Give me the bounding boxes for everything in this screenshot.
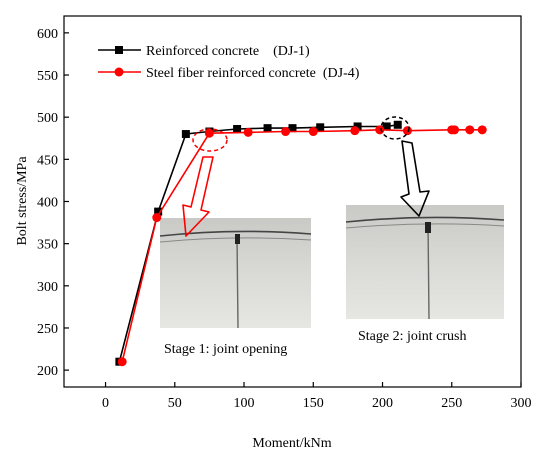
data-point [353,122,362,131]
series-0 [115,120,402,366]
data-point [465,125,475,135]
series-layer [115,120,487,367]
data-point [263,124,272,133]
y-tick-label: 200 [37,364,58,379]
stage2-arrow [400,140,430,217]
y-tick-label: 550 [37,69,58,84]
joint-opening-photo [159,218,312,329]
stage1-highlight-circle [192,128,228,152]
y-tick-label: 500 [37,111,58,126]
data-point [316,123,325,132]
data-point [154,207,163,216]
x-tick-label: 50 [168,396,182,411]
x-tick-label: 150 [303,396,324,411]
data-point [152,213,162,223]
data-point [450,125,460,135]
series-1 [117,125,487,367]
x-tick-label: 250 [441,396,462,411]
stage1-arrow [182,156,214,237]
x-axis-label: Moment/kNm [252,436,331,451]
data-point [308,127,318,137]
legend-label-dj4: Steel fiber reinforced concrete (DJ-4) [146,66,360,81]
data-point [375,125,385,135]
data-point [204,128,214,138]
y-tick-label: 400 [37,196,58,211]
data-point [288,124,297,133]
stage1-label: Stage 1: joint opening [164,342,287,357]
stage2-label: Stage 2: joint crush [358,329,467,344]
data-point [393,120,402,129]
data-point [402,126,412,136]
y-tick-label: 250 [37,322,58,337]
data-point [181,130,190,139]
data-point [243,127,253,137]
y-tick-label: 450 [37,153,58,168]
data-point [477,125,487,135]
x-tick-label: 300 [511,396,532,411]
y-tick-label: 600 [37,27,58,42]
x-tick-label: 100 [234,396,255,411]
x-tick-label: 0 [102,396,109,411]
legend-label-dj1: Reinforced concrete (DJ-1) [146,44,310,59]
joint-crush-photo [345,205,505,320]
data-point [281,127,291,137]
data-point [382,122,391,131]
legend: Reinforced concrete (DJ-1) Steel fiber r… [98,44,360,81]
data-point [350,126,360,136]
y-tick-label: 350 [37,238,58,253]
x-tick-label: 200 [372,396,393,411]
y-tick-label: 300 [37,280,58,295]
data-point [233,124,242,133]
legend-marker-circle [114,67,124,77]
axis-ticks: 0 50 100 150 200 250 300 200 250 300 350 400 450 500 5… [37,27,532,411]
y-axis-label: Bolt stress/MPa [15,156,30,246]
data-point [117,357,127,367]
legend-marker-square [115,46,123,54]
stage2-highlight-circle [380,116,410,140]
